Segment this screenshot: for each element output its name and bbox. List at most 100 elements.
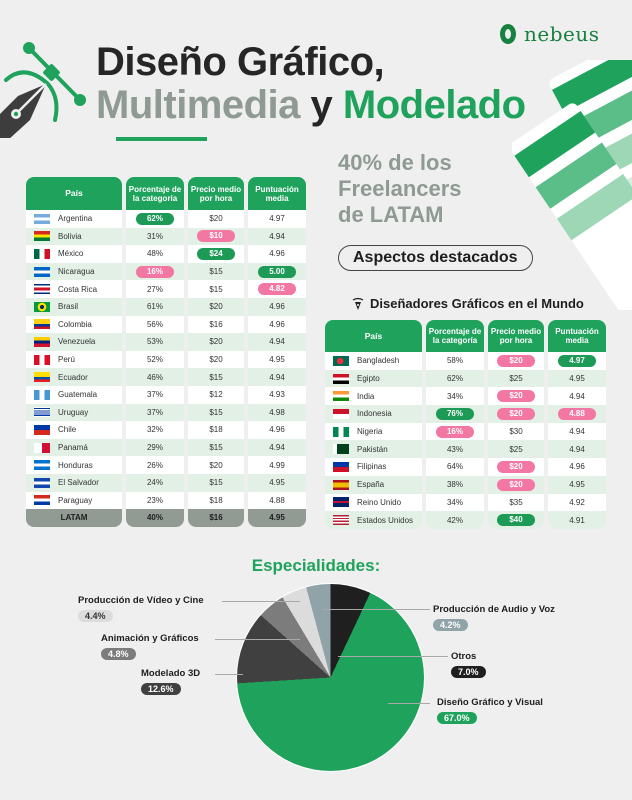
- column-header: Porcentaje de la categoría: [126, 177, 184, 210]
- column-price: Precio medio por hora $20 $10 $24 $15 $15 $20 $…: [188, 177, 244, 527]
- country-name: Panamá: [58, 443, 88, 453]
- country-name: Costa Rica: [58, 284, 98, 294]
- table-cell-country: Brasil: [26, 297, 122, 316]
- table-cell-price: $40: [488, 511, 544, 529]
- latam-table: País Argentina Bolivia México Nicaragua Costa…: [26, 177, 306, 527]
- table-cell-country: Perú: [26, 350, 122, 369]
- country-name: Estados Unidos: [357, 515, 414, 525]
- price-highlight-chip: $40: [497, 514, 535, 527]
- score-highlight-chip: 4.88: [558, 407, 596, 420]
- table-cell-price: $12: [188, 385, 244, 404]
- table-cell-pct: 58%: [426, 352, 484, 370]
- world-title-text: Diseñadores Gráficos en el Mundo: [370, 296, 584, 311]
- table-cell-price: $20: [488, 352, 544, 370]
- table-cell-country: El Salvador: [26, 473, 122, 492]
- title-connector: y: [299, 83, 343, 127]
- total-cell-price: $16: [188, 509, 244, 527]
- stat-line-1: 40% de los: [338, 150, 452, 175]
- flag-brasil-icon: [34, 301, 50, 312]
- chart-title: Especialidades:: [251, 556, 381, 575]
- column-header: Precio medio por hora: [488, 320, 544, 352]
- country-name: Ecuador: [58, 372, 88, 382]
- table-cell-pct: 34%: [426, 493, 484, 512]
- table-cell-country: Nicaragua: [26, 262, 122, 281]
- country-name: Bolivia: [58, 231, 82, 241]
- stat-line-3: de LATAM: [338, 202, 444, 227]
- table-cell-pct: 48%: [126, 245, 184, 263]
- table-cell-country: Estados Unidos: [325, 511, 422, 529]
- table-cell-country: Reino Unido: [325, 493, 422, 512]
- country-name: México: [58, 249, 84, 259]
- table-cell-country: España: [325, 475, 422, 494]
- table-cell-price: $18: [188, 421, 244, 439]
- table-cell-country: Panamá: [26, 438, 122, 457]
- flag-guatemala-icon: [34, 389, 50, 400]
- table-cell-price: $24: [188, 245, 244, 263]
- country-name: El Salvador: [58, 478, 99, 488]
- flag-espana-icon: [333, 479, 349, 490]
- table-cell-pct: 27%: [126, 280, 184, 298]
- table-cell-price: $25: [488, 369, 544, 388]
- table-cell-country: Filipinas: [325, 458, 422, 476]
- table-cell-country: Egipto: [325, 369, 422, 388]
- table-cell-score: 4.94: [248, 333, 306, 351]
- table-cell-score: 4.96: [548, 458, 606, 476]
- column-score: Puntuación media 4.97 4.94 4.96 5.00 4.82 4.96…: [248, 177, 306, 527]
- world-table: País Bangladesh Egipto India Indonesia Nigeri…: [325, 320, 606, 529]
- table-cell-country: India: [325, 387, 422, 406]
- latam-stat: 40% de los Freelancers de LATAM: [338, 150, 462, 228]
- table-cell-score: 4.95: [248, 473, 306, 492]
- column-percentage: Porcentaje de la categoría 58% 62% 34% 76% 16…: [426, 320, 484, 529]
- table-cell-country: Ecuador: [26, 368, 122, 386]
- country-name: Honduras: [58, 460, 93, 470]
- country-name: Bangladesh: [357, 356, 400, 366]
- pie-label-audio: Producción de Audio y Voz 4.2%: [433, 604, 555, 631]
- table-cell-price: $20: [488, 387, 544, 406]
- table-cell-score: 4.96: [248, 297, 306, 316]
- pct-badge-otros: 7.0%: [451, 666, 486, 678]
- pct-badge-diseno: 67.0%: [437, 712, 477, 724]
- table-cell-pct: 38%: [426, 475, 484, 494]
- score-highlight-chip: 4.82: [258, 283, 296, 296]
- table-cell-pct: 64%: [426, 458, 484, 476]
- table-cell-pct: 16%: [426, 422, 484, 441]
- table-cell-country: Costa Rica: [26, 280, 122, 298]
- table-cell-score: 4.99: [248, 456, 306, 474]
- column-price: Precio medio por hora $20 $25 $20 $20 $30 $25 $…: [488, 320, 544, 529]
- table-cell-score: 4.94: [248, 227, 306, 246]
- flag-indonesia-icon: [333, 408, 349, 419]
- specialties-pie-chart: [236, 583, 425, 772]
- table-cell-country: Uruguay: [26, 403, 122, 422]
- table-cell-country: Guatemala: [26, 385, 122, 404]
- table-cell-score: 4.92: [548, 493, 606, 512]
- table-cell-price: $20: [188, 210, 244, 228]
- title-modelado: Modelado: [342, 83, 526, 127]
- table-cell-price: $15: [188, 368, 244, 386]
- table-cell-score: 4.96: [248, 245, 306, 263]
- table-cell-pct: 37%: [126, 385, 184, 404]
- table-cell-price: $15: [188, 403, 244, 422]
- pct-badge-audio: 4.2%: [433, 619, 468, 631]
- flag-panama-icon: [34, 442, 50, 453]
- country-name: Argentina: [58, 214, 93, 224]
- score-highlight-chip: 5.00: [258, 265, 296, 278]
- table-cell-pct: 76%: [426, 405, 484, 423]
- table-cell-score: 4.98: [248, 403, 306, 422]
- table-cell-country: Paraguay: [26, 491, 122, 510]
- price-highlight-chip: $24: [197, 247, 235, 260]
- table-cell-pct: 29%: [126, 438, 184, 457]
- leader-line-diseno: [388, 703, 430, 704]
- table-cell-country: Colombia: [26, 315, 122, 334]
- logo-mark-icon: [500, 24, 516, 44]
- table-cell-pct: 46%: [126, 368, 184, 386]
- pen-tool-icon: [0, 42, 86, 138]
- table-cell-country: Venezuela: [26, 333, 122, 351]
- table-cell-pct: 26%: [126, 456, 184, 474]
- pct-highlight-chip: 16%: [436, 425, 474, 438]
- price-highlight-chip: $20: [497, 407, 535, 420]
- table-cell-country: Bangladesh: [325, 352, 422, 370]
- table-cell-pct: 32%: [126, 421, 184, 439]
- country-name: Chile: [58, 425, 77, 435]
- table-cell-price: $20: [188, 297, 244, 316]
- table-cell-price: $20: [188, 456, 244, 474]
